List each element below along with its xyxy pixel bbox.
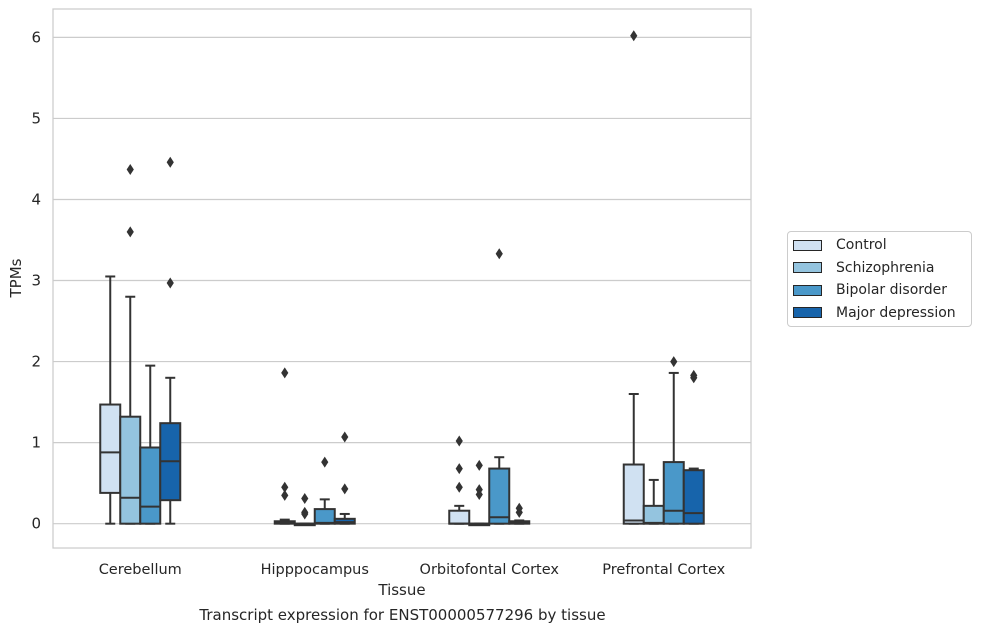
- legend-item: Schizophrenia: [793, 258, 934, 278]
- outlier-point: [475, 489, 483, 501]
- y-tick-label: 6: [31, 28, 41, 46]
- outlier-point: [341, 431, 349, 443]
- box-group: [313, 456, 336, 525]
- outlier-point: [301, 493, 309, 505]
- y-tick-label: 1: [31, 434, 41, 452]
- y-tick-label: 0: [31, 515, 41, 533]
- outlier-point: [281, 481, 289, 493]
- outlier-point: [455, 435, 463, 447]
- legend-swatch: [793, 284, 822, 296]
- box-layer: [99, 30, 705, 527]
- legend-item: Bipolar disorder: [793, 280, 947, 300]
- y-tick-labels: 0 1 2 3 4 5 6: [31, 28, 41, 532]
- x-tick-label: Prefrontal Cortex: [602, 562, 725, 578]
- y-tick-label: 2: [31, 353, 41, 371]
- y-tick-label: 3: [31, 272, 41, 290]
- legend-swatch: [793, 239, 822, 251]
- x-tick-label: Orbitofontal Cortex: [420, 562, 560, 578]
- iqr-box: [119, 415, 142, 525]
- outlier-point: [630, 30, 638, 42]
- outlier-point: [281, 489, 289, 501]
- iqr-box: [488, 467, 511, 525]
- box-group: [159, 156, 182, 525]
- iqr-box: [139, 446, 162, 525]
- box-group: [99, 275, 122, 525]
- outlier-point: [341, 483, 349, 495]
- legend-swatch: [793, 307, 822, 318]
- outlier-point: [166, 277, 174, 289]
- box-group: [642, 478, 665, 525]
- box-group: [448, 435, 471, 525]
- outlier-point: [281, 367, 289, 379]
- y-tick-label: 5: [31, 109, 41, 127]
- outlier-point: [495, 248, 503, 260]
- outlier-point: [475, 459, 483, 471]
- iqr-box: [642, 504, 665, 525]
- x-tick-label: Hipppocampus: [261, 562, 369, 578]
- outlier-point: [455, 481, 463, 493]
- x-tick-label: Cerebellum: [99, 562, 182, 578]
- box-group: [682, 369, 705, 525]
- outlier-point: [126, 163, 134, 175]
- box-group: [508, 502, 531, 525]
- box-group: [488, 248, 511, 525]
- box-group: [468, 459, 491, 527]
- y-tick-label: 4: [31, 190, 41, 208]
- legend-item: Control: [793, 235, 887, 255]
- outlier-point: [670, 356, 678, 368]
- box-group: [333, 431, 356, 525]
- box-group: [273, 367, 296, 525]
- outlier-point: [455, 463, 463, 475]
- outlier-point: [166, 156, 174, 168]
- outlier-point: [690, 372, 698, 384]
- x-axis-label: Tissue: [377, 581, 425, 599]
- iqr-box: [622, 463, 645, 525]
- box-group: [662, 356, 685, 525]
- y-axis-label: TPMs: [7, 258, 25, 298]
- box-group: [293, 493, 316, 527]
- legend-swatch: [793, 262, 822, 273]
- legend-label: Control: [836, 237, 887, 253]
- figure-caption: Transcript expression for ENST0000057729…: [199, 606, 606, 624]
- legend-label: Schizophrenia: [836, 259, 935, 276]
- chart-legend: Control Schizophrenia Bipolar disorder Majo…: [787, 231, 972, 327]
- iqr-box: [313, 508, 336, 525]
- box-group: [139, 364, 162, 525]
- box-group: [119, 163, 142, 525]
- box-group: [622, 30, 645, 525]
- legend-label: Major depression: [836, 304, 956, 321]
- outlier-point: [126, 226, 134, 238]
- outlier-point: [515, 506, 523, 518]
- iqr-box: [448, 509, 471, 525]
- legend-label: Bipolar disorder: [836, 282, 948, 298]
- iqr-box: [662, 461, 685, 525]
- outlier-point: [301, 508, 309, 520]
- iqr-box: [682, 469, 705, 525]
- outlier-point: [321, 456, 329, 468]
- x-tick-labels: Cerebellum Hipppocampus Orbitofontal Corte…: [99, 562, 726, 578]
- iqr-box: [99, 403, 122, 494]
- legend-item: Major depression: [793, 303, 956, 323]
- plot-frame: [52, 8, 752, 549]
